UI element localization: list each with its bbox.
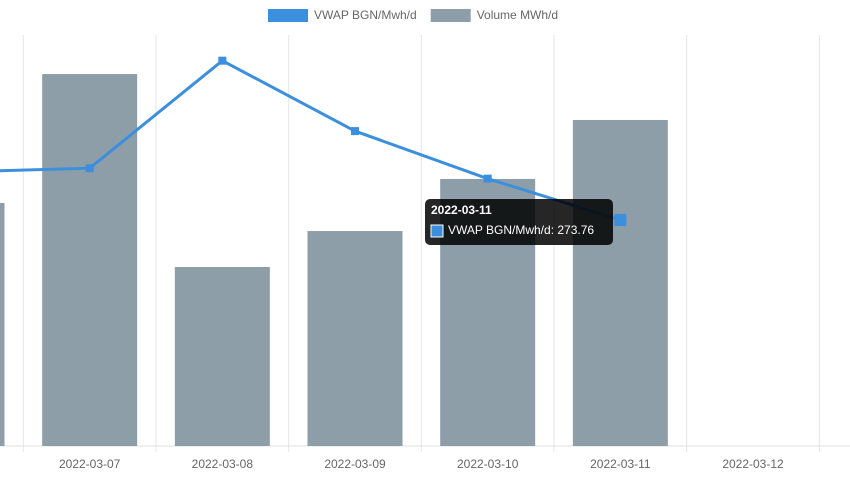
bar <box>42 74 138 447</box>
point <box>614 213 627 226</box>
x-tick-label: 2022-03-08 <box>192 457 254 471</box>
legend-swatch <box>268 9 308 22</box>
legend-swatch <box>430 9 471 22</box>
point <box>351 127 360 136</box>
point <box>85 164 94 173</box>
tooltip-label: VWAP BGN/Mwh/d: 273.76 <box>448 223 594 237</box>
x-tick-label: 2022-03-09 <box>324 457 386 471</box>
tooltip: 2022-03-11 VWAP BGN/Mwh/d: 273.76 <box>425 199 613 245</box>
tooltip-box <box>425 199 613 245</box>
point <box>483 174 492 183</box>
tooltip-swatch <box>430 224 444 238</box>
bar <box>174 267 270 446</box>
line <box>0 58 621 222</box>
x-tick-label: 2022-03-10 <box>457 457 519 471</box>
bar <box>0 202 5 446</box>
x-tick-label: 2022-03-12 <box>722 457 784 471</box>
legend-label: Volume MWh/d <box>477 8 558 22</box>
legend-label: VWAP BGN/Mwh/d <box>314 8 417 22</box>
bar <box>572 119 668 447</box>
point <box>218 56 227 65</box>
tooltip-title: 2022-03-11 <box>431 203 492 217</box>
bar <box>307 231 403 446</box>
x-tick-label: 2022-03-11 <box>590 457 651 471</box>
x-tick-label: 2022-03-07 <box>59 457 121 471</box>
